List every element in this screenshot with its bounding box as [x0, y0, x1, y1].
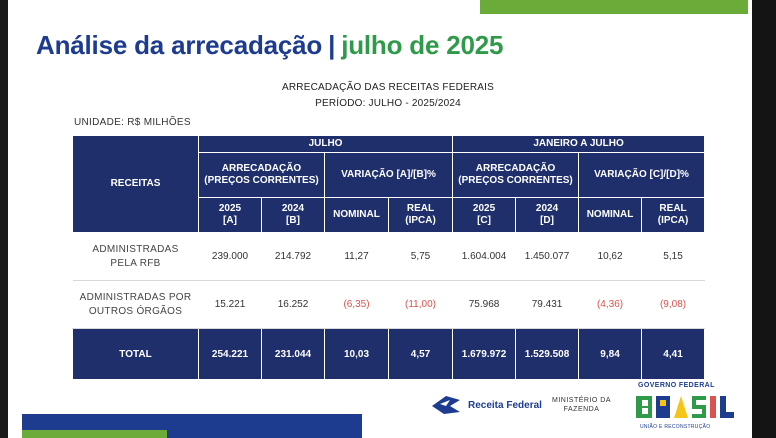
table-cell-total: 1.529.508 — [515, 328, 580, 380]
table-cell: 5,75 — [388, 232, 453, 281]
screen-left-edge — [0, 0, 8, 438]
table-cell: 15.221 — [198, 280, 262, 329]
table-row-total: TOTAL 254.221 231.044 10,03 4,57 1.679.9… — [72, 328, 706, 380]
table-cell-negative: (4,36) — [578, 280, 642, 329]
header-col-nominal-2: NOMINAL — [578, 197, 643, 233]
title-main: Análise da arrecadação — [36, 30, 323, 60]
unit-label: UNIDADE: R$ MILHÕES — [74, 117, 191, 128]
footer-accent-green — [22, 430, 167, 438]
receita-federal-text: Receita Federal — [468, 399, 542, 411]
header-col-2024-b: 2024 [B] — [261, 197, 325, 233]
table-cell-total: 10,03 — [324, 328, 389, 380]
table-cell: 214.792 — [261, 232, 325, 281]
table-row-outros-orgaos: ADMINISTRADAS POR OUTROS ÓRGÃOS 15.221 16… — [72, 280, 705, 329]
header-variacao-julho: VARIAÇÃO [A]/[B]% — [323, 152, 454, 198]
header-col-real-1: REAL (IPCA) — [387, 197, 454, 233]
table-cell-negative: (11,00) — [388, 280, 453, 329]
header-col-nominal-1: NOMINAL — [324, 197, 389, 233]
table-cell: 1.450.077 — [515, 232, 579, 281]
table-cell: 5,15 — [641, 232, 705, 281]
header-col-2024-d: 2024 [D] — [515, 197, 580, 233]
revenue-table: RECEITAS JULHO JANEIRO A JULHO ARRECADAÇ… — [72, 135, 706, 380]
table-period: PERÍODO: JULHO - 2025/2024 — [315, 98, 461, 109]
table-cell-total: 4,41 — [641, 328, 706, 380]
header-col-2025-a: 2025 [A] — [198, 197, 262, 233]
table-cell: 75.968 — [452, 280, 516, 329]
table-cell-negative: (9,08) — [641, 280, 705, 329]
table-cell: 239.000 — [198, 232, 262, 281]
table-cell: 11,27 — [324, 232, 389, 281]
brasil-logo-icon — [636, 396, 734, 418]
table-cell-total: 9,84 — [578, 328, 643, 380]
receita-federal-icon — [432, 396, 460, 414]
header-col-real-2: REAL (IPCA) — [641, 197, 706, 233]
table-cell-total: 1.679.972 — [452, 328, 517, 380]
governo-federal-logo: GOVERNO FEDERAL UNIÃO E RECONSTRUÇÃO — [630, 380, 740, 434]
table-row-rfb: ADMINISTRADAS PELA RFB 239.000 214.792 11… — [72, 232, 705, 281]
screen-right-edge — [752, 0, 776, 438]
title-period: julho de 2025 — [341, 30, 504, 60]
header-group-julho: JULHO — [197, 135, 454, 153]
uniao-reconstrucao-text: UNIÃO E RECONSTRUÇÃO — [640, 424, 711, 430]
table-cell-total: 4,57 — [387, 328, 454, 380]
receita-federal-logo: Receita Federal — [430, 394, 542, 416]
header-arrecadacao-julho: ARRECADAÇÃO (PREÇOS CORRENTES) — [198, 152, 325, 198]
header-receitas: RECEITAS — [72, 135, 199, 233]
total-label: TOTAL — [72, 328, 199, 380]
top-accent-bar — [480, 0, 748, 14]
header-variacao-jan-jul: VARIAÇÃO [C]/[D]% — [578, 152, 706, 198]
table-cell-total: 231.044 — [261, 328, 325, 380]
table-cell: 10,62 — [578, 232, 642, 281]
table-cell: 1.604.004 — [452, 232, 516, 281]
table-cell: 16.252 — [261, 280, 325, 329]
table-cell-total: 254.221 — [198, 328, 262, 380]
header-arrecadacao-jan-jul: ARRECADAÇÃO (PREÇOS CORRENTES) — [452, 152, 580, 198]
governo-federal-text: GOVERNO FEDERAL — [638, 382, 715, 389]
header-group-jan-jul: JANEIRO A JULHO — [452, 135, 706, 153]
ministerio-fazenda: MINISTÉRIO DA FAZENDA — [552, 397, 612, 413]
slide-title: Análise da arrecadação | julho de 2025 — [36, 30, 504, 61]
table-cell-negative: (6,35) — [324, 280, 389, 329]
table-cell: 79.431 — [515, 280, 579, 329]
row-label: ADMINISTRADAS PELA RFB — [72, 232, 199, 281]
header-col-2025-c: 2025 [C] — [452, 197, 517, 233]
row-label: ADMINISTRADAS POR OUTROS ÓRGÃOS — [72, 280, 199, 329]
table-title: ARRECADAÇÃO DAS RECEITAS FEDERAIS — [281, 82, 494, 93]
title-separator: | — [328, 30, 336, 60]
